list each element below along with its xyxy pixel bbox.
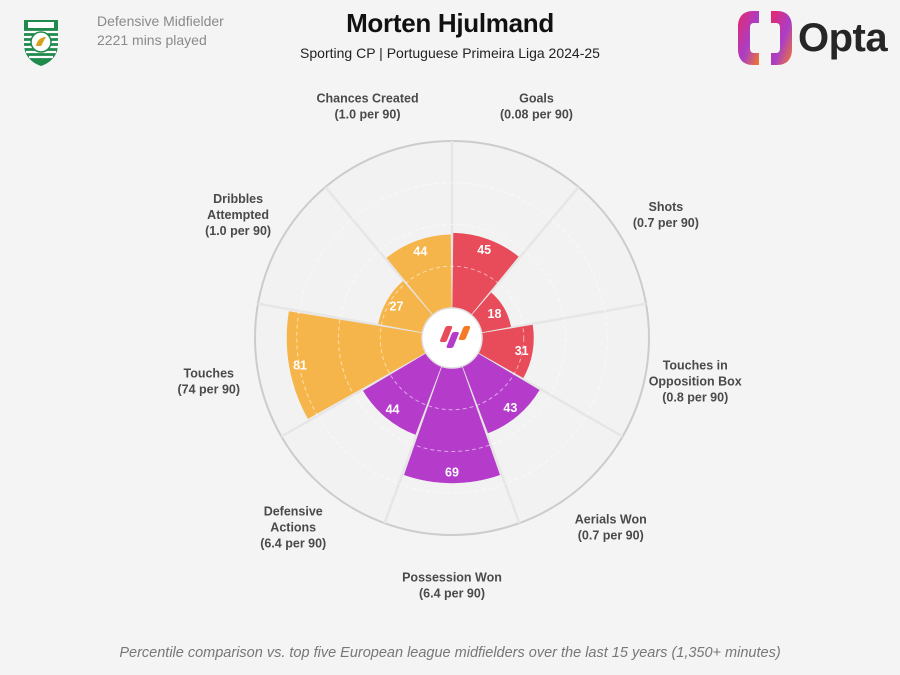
- radar-value-label: 81: [293, 358, 307, 372]
- opta-logo-icon: [738, 11, 792, 65]
- radar-metric-label: Chances Created (1.0 per 90): [316, 91, 418, 121]
- title-block: Morten Hjulmand Sporting CP | Portuguese…: [0, 8, 900, 61]
- radar-value-label: 27: [390, 299, 404, 313]
- radar-spoke: [257, 302, 423, 335]
- radar-wedge-touches: [286, 311, 426, 419]
- opta-logo: Opta: [735, 7, 895, 69]
- radar-value-label: 45: [477, 243, 491, 257]
- radar-spoke: [481, 302, 647, 335]
- radar-wedge-touches-in-opposition-box: [478, 324, 534, 379]
- radar-metric-label: Touches in Opposition Box (0.8 per 90): [649, 358, 742, 404]
- radar-grid-ring: [296, 182, 608, 494]
- radar-value-label: 43: [503, 401, 517, 415]
- radar-value-label: 69: [445, 466, 459, 480]
- player-position: Defensive Midfielder: [97, 13, 224, 29]
- player-name: Morten Hjulmand: [346, 8, 554, 38]
- hub-logo-icon: [440, 326, 471, 348]
- radar-metric-label: Defensive Actions (6.4 per 90): [260, 505, 326, 551]
- radar-metric-label: Goals (0.08 per 90): [500, 91, 573, 121]
- radar-spoke: [461, 365, 521, 524]
- radar-value-label: 18: [488, 307, 502, 321]
- sporting-cp-crest-icon: [24, 20, 58, 66]
- radar-wedge-possession-won: [403, 366, 501, 484]
- footnote: Percentile comparison vs. top five Europ…: [119, 645, 781, 661]
- radar-grid-ring: [379, 265, 525, 411]
- radar-wedge-defensive-actions: [363, 353, 442, 435]
- opta-wordmark: Opta: [798, 16, 888, 60]
- minutes-played: 2221 mins played: [97, 32, 207, 48]
- radar-wedge-shots: [471, 292, 512, 333]
- radar-grid-ring: [338, 224, 566, 452]
- radar-value-label: 31: [515, 344, 529, 358]
- radar-wedge-aerials-won: [462, 353, 540, 434]
- radar-metric-label: Touches (74 per 90): [177, 366, 240, 396]
- radar-value-label: 44: [413, 245, 427, 259]
- radar-metric-label: Dribbles Attempted (1.0 per 90): [205, 192, 271, 238]
- subtitle: Sporting CP | Portuguese Primeira Liga 2…: [300, 45, 600, 61]
- radar-wedge-dribbles-attempted: [378, 281, 433, 333]
- radar-value-label: 44: [386, 402, 400, 416]
- player-meta: Defensive Midfielder 2221 mins played: [97, 12, 224, 50]
- radar-spoke: [470, 186, 580, 316]
- radar-metric-label: Shots (0.7 per 90): [633, 200, 699, 230]
- radar-wedge-goals: [452, 232, 519, 315]
- radar-metric-label: Possession Won (6.4 per 90): [402, 571, 502, 601]
- radar-metric-label: Aerials Won (0.7 per 90): [575, 513, 647, 543]
